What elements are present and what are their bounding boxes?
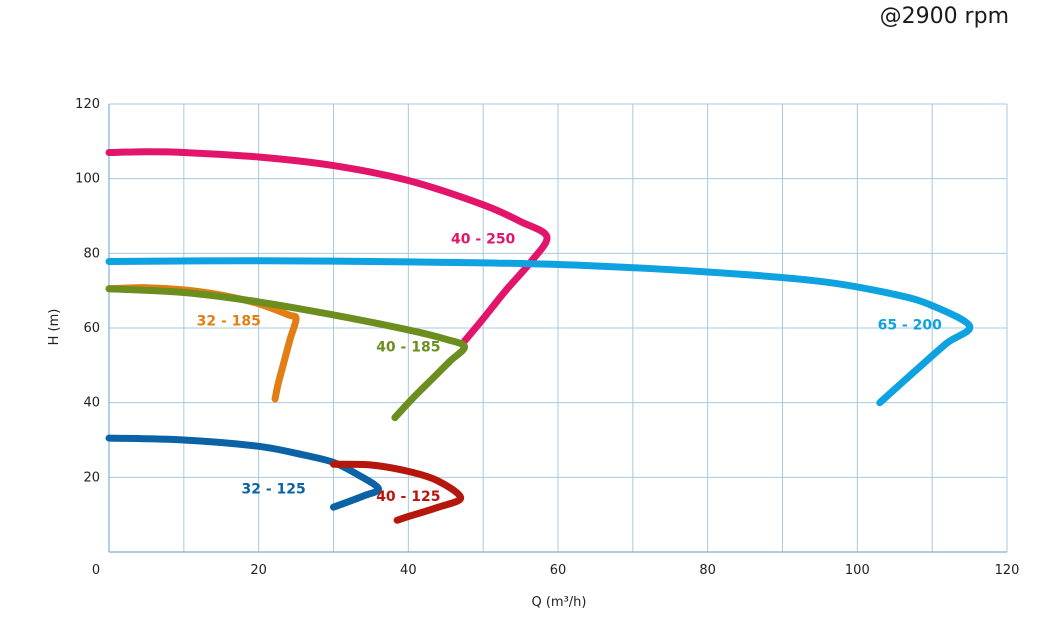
- label-layer: 40 - 250 65 - 200 32 - 185 40 - 185 32 - 125…: [197, 231, 943, 505]
- y-tick-label: 20: [83, 470, 100, 485]
- curve-layer: [105, 148, 974, 524]
- curve-label-40-250: 40 - 250: [451, 231, 516, 247]
- x-tick-label: 80: [699, 563, 716, 578]
- y-tick-label: 80: [83, 246, 100, 261]
- x-tick-label: 100: [845, 563, 870, 578]
- curve-label-32-185: 32 - 185: [197, 314, 261, 330]
- curve-40-250: [105, 148, 551, 345]
- speed-note: @2900 rpm: [879, 4, 1009, 29]
- x-tick-label: 0: [92, 563, 100, 578]
- curve-65-200: [105, 257, 974, 407]
- y-axis-title: H (m): [47, 309, 62, 346]
- y-tick-label: 40: [83, 396, 100, 411]
- y-tick-label: 100: [75, 172, 100, 187]
- x-tick-label: 20: [250, 563, 267, 578]
- x-tick-label: 120: [995, 563, 1020, 578]
- y-tick-label: 60: [83, 321, 100, 336]
- x-tick-label: 40: [400, 563, 417, 578]
- axis-layer: 0 20 40 60 80 100 120 20 40 60 80 100 120: [75, 97, 1019, 578]
- curve-label-65-200: 65 - 200: [878, 317, 943, 333]
- x-axis-title: Q (m³/h): [531, 595, 586, 610]
- y-tick-label: 120: [75, 97, 100, 112]
- x-tick-label: 60: [550, 563, 567, 578]
- curve-label-32-125: 32 - 125: [242, 482, 306, 498]
- curve-40-125: [330, 460, 465, 524]
- curve-label-40-125: 40 - 125: [376, 489, 440, 505]
- curve-label-40-185: 40 - 185: [376, 340, 440, 356]
- curve-40-185: [105, 285, 468, 422]
